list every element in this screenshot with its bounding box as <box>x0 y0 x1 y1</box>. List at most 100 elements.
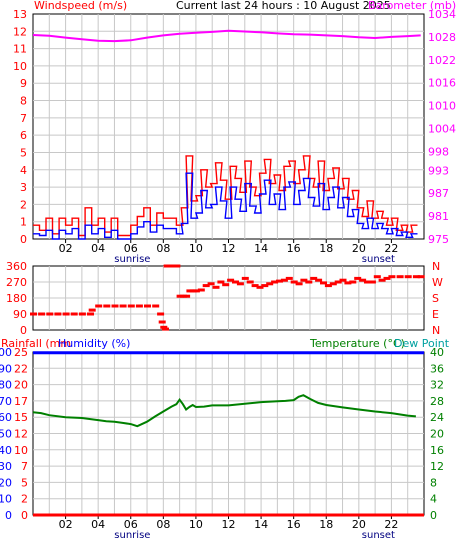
direction-point <box>70 312 78 316</box>
direction-point <box>212 285 220 289</box>
direction-point <box>388 275 396 279</box>
rainfall-ytick-label: 10 <box>14 444 28 457</box>
wind-ytick-label: 11 <box>13 43 27 56</box>
direction-point <box>197 288 205 292</box>
humidity-axis-title: Humidity (%) <box>58 337 130 350</box>
direction-point <box>54 312 62 316</box>
direction-point <box>251 284 259 288</box>
direction-point <box>324 284 332 288</box>
baro-ytick-label: 1010 <box>428 100 456 113</box>
direction-point <box>295 282 303 286</box>
sunrise-label-bottom: sunrise <box>114 530 150 541</box>
baro-ytick-label: 993 <box>428 164 449 177</box>
rainfall-ytick-label: 2 <box>21 493 28 506</box>
humidity-ytick-label: 10 <box>0 493 12 506</box>
temperature-axis-title: Temperature (°C) <box>309 337 405 350</box>
wind-panel-xtick-label: 14 <box>254 242 268 255</box>
humidity-ytick-label: 90 <box>0 362 12 375</box>
direction-point <box>310 276 318 280</box>
humidity-ytick-label: 50 <box>0 428 12 441</box>
direction-point <box>88 308 96 312</box>
rainfall-ytick-label: 15 <box>14 411 28 424</box>
direction-point <box>285 276 293 280</box>
direction-point <box>417 275 425 279</box>
direction-point <box>144 304 151 308</box>
wind-ytick-label: 1 <box>20 216 27 229</box>
humidity-ytick-label: 20 <box>0 476 12 489</box>
direction-letter: W <box>432 276 443 289</box>
direction-point <box>87 312 94 316</box>
baro-ytick-label: 1004 <box>428 122 456 135</box>
direction-letter: N <box>432 324 440 337</box>
rainfall-ytick-label: 22 <box>14 362 28 375</box>
baro-ytick-label: 1028 <box>428 31 456 44</box>
barometer-axis-title: Barometer (mb) <box>368 0 456 12</box>
direction-point <box>349 280 357 284</box>
temp-panel-xtick-label: 18 <box>319 518 333 531</box>
direction-point <box>368 280 376 284</box>
rainfall-ytick-label: 0 <box>21 509 28 522</box>
wind-ytick-label: 6 <box>20 129 27 142</box>
humidity-ytick-label: 100 <box>0 346 12 359</box>
direction-letter: E <box>432 308 439 321</box>
temp-panel-xtick-label: 04 <box>91 518 105 531</box>
direction-point <box>157 312 165 316</box>
humidity-ytick-label: 40 <box>0 444 12 457</box>
wind-ytick-label: 2 <box>20 198 27 211</box>
temperature-ytick-label: 0 <box>430 509 437 522</box>
baro-ytick-label: 1034 <box>428 8 456 21</box>
direction-point <box>364 280 371 284</box>
baro-ytick-label: 1016 <box>428 77 456 90</box>
wind-ytick-label: 3 <box>20 181 27 194</box>
temperature-ytick-label: 36 <box>430 362 444 375</box>
direction-point <box>152 304 160 308</box>
wind-panel-xtick-label: 12 <box>222 242 236 255</box>
direction-point <box>373 275 381 279</box>
wind-ytick-label: 10 <box>13 60 27 73</box>
wind-gust-line <box>33 155 418 237</box>
temp-panel-xtick-label: 14 <box>254 518 268 531</box>
temp-panel-xtick-label: 06 <box>124 518 138 531</box>
direction-point <box>119 304 127 308</box>
wind-panel-xtick-label: 10 <box>189 242 203 255</box>
direction-point <box>183 294 191 298</box>
direction-ytick-label: 270 <box>6 276 27 289</box>
direction-point <box>383 276 391 280</box>
direction-point <box>334 280 342 284</box>
direction-point <box>127 304 135 308</box>
rainfall-ytick-label: 12 <box>14 428 28 441</box>
direction-point <box>378 278 386 282</box>
wind-ytick-label: 0 <box>20 233 27 246</box>
direction-point <box>192 289 200 293</box>
baro-ytick-label: 1022 <box>428 54 456 67</box>
rainfall-ytick-label: 5 <box>21 476 28 489</box>
rainfall-axis-title: Rainfall (mm <box>1 337 71 350</box>
humidity-ytick-label: 60 <box>0 411 12 424</box>
direction-point <box>329 282 337 286</box>
humidity-ytick-label: 80 <box>0 379 12 392</box>
humidity-ytick-label: 30 <box>0 460 12 473</box>
direction-point <box>280 278 288 282</box>
wind-ytick-label: 5 <box>20 146 27 159</box>
direction-point <box>344 281 352 285</box>
direction-point <box>202 284 210 288</box>
baro-ytick-label: 981 <box>428 210 449 223</box>
temperature-ytick-label: 8 <box>430 476 437 489</box>
rainfall-ytick-label: 17 <box>14 395 28 408</box>
direction-point <box>158 320 166 324</box>
direction-letter: S <box>432 292 439 305</box>
direction-point <box>261 284 269 288</box>
wind-ytick-label: 13 <box>13 8 27 21</box>
chart-title: Current last 24 hours : 10 August 2025 <box>176 0 391 12</box>
temperature-ytick-label: 24 <box>430 411 444 424</box>
sunset-label-bottom: sunset <box>362 530 395 541</box>
wind-ytick-label: 8 <box>20 95 27 108</box>
baro-ytick-label: 998 <box>428 145 449 158</box>
baro-ytick-label: 975 <box>428 233 449 246</box>
wind-panel-xtick-label: 04 <box>91 242 105 255</box>
direction-point <box>232 280 239 284</box>
direction-letter: N <box>432 260 440 273</box>
direction-point <box>271 280 279 284</box>
direction-point <box>62 312 70 316</box>
